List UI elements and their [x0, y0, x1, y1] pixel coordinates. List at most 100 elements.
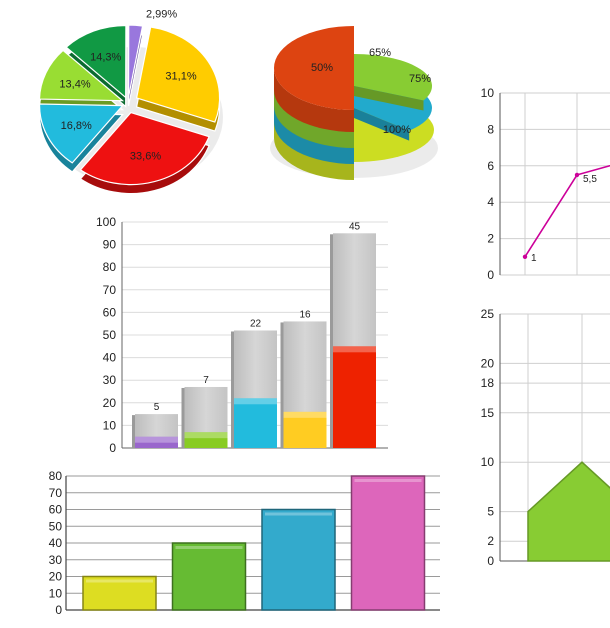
overlay-bar-value	[234, 398, 277, 448]
simple-ytick-label: 10	[49, 586, 63, 600]
simple-bar	[82, 575, 157, 611]
pie-slice-1	[79, 111, 210, 186]
overlay-bar-shadow	[181, 387, 185, 448]
overlay-bar-value	[135, 436, 178, 448]
line-ytick-label: 4	[487, 195, 494, 209]
stack-slice-label: 75%	[409, 73, 431, 85]
line-ytick-label: 0	[487, 268, 494, 282]
overlay-bar-chart: 0 10 20 30 40 50 60 70 80 90 100 5 7 22 16 45	[96, 215, 388, 455]
simple-bar-highlight	[354, 479, 422, 482]
overlay-ytick-label: 60	[103, 305, 117, 319]
area-series	[527, 461, 610, 562]
pie-slice-label: 16,8%	[61, 120, 92, 132]
line-point-label: 5,5	[583, 174, 597, 185]
pie-slice-3	[38, 49, 125, 102]
line-series	[524, 164, 610, 258]
line-point	[522, 254, 528, 259]
stack-wedge-1	[354, 54, 432, 101]
line-ytick-label: 2	[487, 232, 494, 246]
simple-ytick-label: 20	[49, 570, 63, 584]
line-point	[574, 172, 580, 178]
simple-ytick-label: 0	[55, 603, 62, 617]
stack-layer-side-0	[274, 68, 354, 132]
pie-slice-5	[127, 24, 144, 98]
overlay-bar-shadow	[231, 331, 234, 448]
line-ytick-label: 8	[487, 122, 494, 136]
pie-slice-label: 31,1%	[165, 70, 196, 82]
overlay-ytick-label: 10	[103, 418, 117, 432]
overlay-bar-label: 22	[250, 318, 262, 329]
stack-wedge-side-1	[354, 86, 424, 111]
overlay-bar-shadow	[330, 234, 333, 448]
area-ytick-label: 15	[481, 406, 495, 420]
stacked-pie-chart: 50% 65% 75% 100%	[270, 26, 438, 180]
stack-slice-label: 65%	[369, 47, 391, 59]
area-ytick-label: 0	[487, 554, 494, 568]
overlay-bar-value	[333, 346, 376, 448]
stack-layer-side-1	[274, 84, 354, 148]
area-ytick-label: 5	[487, 505, 494, 519]
stack-layer-side-2	[274, 100, 354, 164]
overlay-bar-value	[283, 411, 327, 448]
overlay-bar-value	[184, 432, 228, 448]
simple-ytick-label: 30	[49, 553, 63, 567]
area-ytick-label: 25	[481, 307, 495, 321]
overlay-bar-highlight	[333, 346, 376, 353]
line-ytick-label: 6	[487, 159, 494, 173]
pie-slice-2	[39, 103, 124, 164]
simple-bar-highlight	[175, 546, 243, 549]
pie-slice-4	[65, 24, 127, 99]
area-ytick-label: 20	[481, 356, 495, 370]
overlay-ytick-label: 50	[103, 328, 117, 342]
pie-slice-0	[135, 26, 221, 123]
overlay-bar-highlight	[184, 432, 228, 439]
overlay-bar-label: 5	[154, 402, 160, 413]
simple-ytick-label: 70	[49, 486, 63, 500]
area-ytick-label: 2	[487, 534, 494, 548]
simple-bar-highlight	[265, 512, 332, 516]
simple-bar	[261, 508, 336, 611]
overlay-bar-highlight	[283, 411, 327, 418]
overlay-bar-label: 7	[203, 375, 209, 386]
overlay-bar-highlight	[234, 398, 277, 405]
overlay-ytick-label: 40	[103, 351, 117, 365]
overlay-ytick-label: 20	[103, 396, 117, 410]
overlay-ytick-label: 70	[103, 283, 117, 297]
simple-bar-highlight	[86, 579, 153, 583]
simple-ytick-label: 80	[49, 469, 63, 483]
simple-bar-chart: 0 10 20 30 40 50 60 70 80	[49, 469, 440, 617]
simple-bar	[350, 475, 426, 611]
pie-slice-label: 13,4%	[59, 78, 90, 90]
overlay-ytick-label: 100	[96, 215, 116, 229]
stack-slice-label: 50%	[311, 62, 333, 74]
simple-ytick-label: 60	[49, 503, 63, 517]
pie-chart: 31,1% 33,6% 16,8% 13,4% 14,3% 2,99%	[38, 8, 223, 195]
overlay-bar-shadow	[280, 322, 284, 448]
simple-bar	[171, 542, 247, 611]
simple-ytick-label: 50	[49, 519, 63, 533]
overlay-ytick-label: 30	[103, 373, 117, 387]
line-ytick-label: 10	[481, 86, 495, 100]
overlay-bar-label: 16	[299, 309, 311, 320]
simple-ytick-label: 40	[49, 536, 63, 550]
overlay-bar-shadow	[132, 415, 135, 448]
area-ytick-label: 18	[481, 376, 495, 390]
stack-layer-side-3	[274, 116, 354, 180]
pie-slice-label: 2,99%	[146, 8, 177, 20]
overlay-ytick-label: 0	[109, 441, 116, 455]
overlay-bar-label: 45	[349, 221, 361, 232]
stack-slice-label: 100%	[383, 124, 411, 136]
overlay-ytick-label: 80	[103, 260, 117, 274]
line-point-label: 1	[531, 253, 537, 264]
overlay-bar-highlight	[135, 436, 178, 443]
overlay-ytick-label: 90	[103, 238, 117, 252]
line-chart: 0 2 4 6 8 10 1 5,5	[481, 86, 610, 282]
area-ytick-label: 10	[481, 455, 495, 469]
pie-slice-label: 14,3%	[90, 51, 121, 63]
pie-slice-label: 33,6%	[130, 150, 161, 162]
stack-wedge-side-2	[354, 108, 410, 141]
stack-top-face	[274, 26, 354, 110]
